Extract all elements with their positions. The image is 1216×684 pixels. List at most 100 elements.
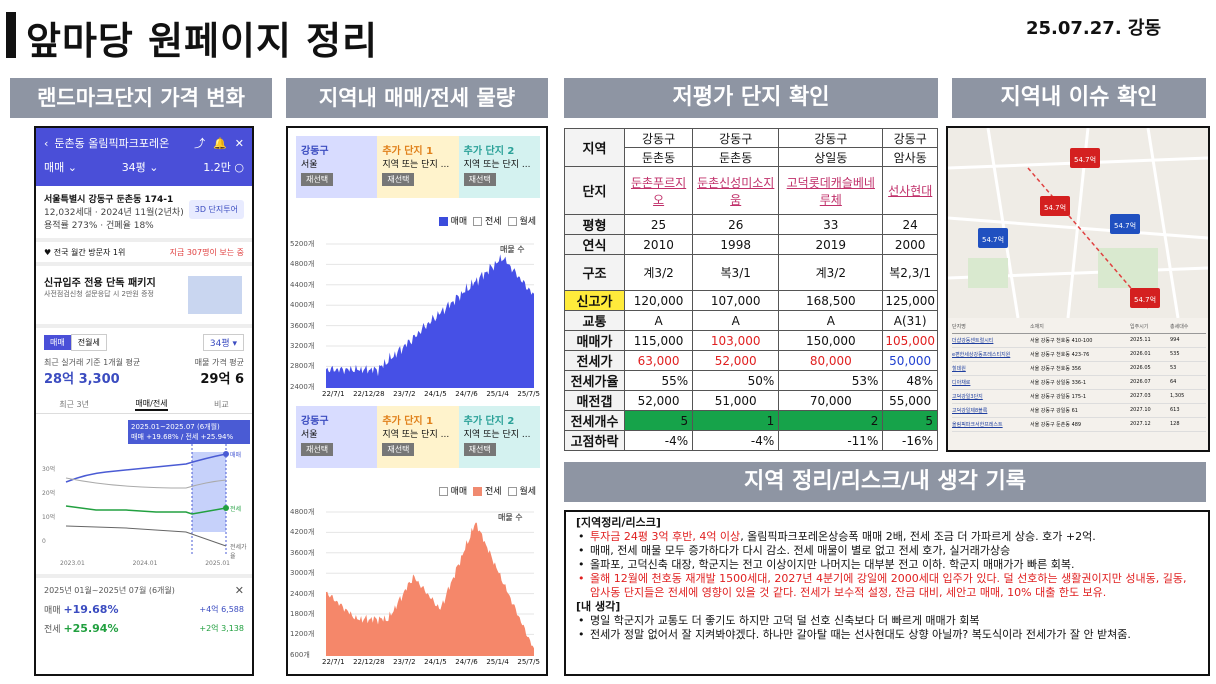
cell: 33 [778,214,884,235]
supply-row[interactable]: e편한세상강동프레스티지원 서울 강동구 천호동 423-76 2026.01 535 [952,348,1206,362]
note-item: 전세가 정말 없어서 잘 지켜봐야겠다. 하나만 갈아탈 때는 선사현대도 상향… [576,628,1198,642]
supply-row[interactable]: 더샵강동센트럴시티 서울 강동구 천호동 410-100 2025.11 994 [952,334,1206,348]
rank-label: ♥ 전국 월간 방문자 1위 [44,247,126,257]
complex-link[interactable]: 둔촌신성미소지움 [692,166,780,215]
svg-text:54.7억: 54.7억 [1114,222,1136,230]
row-label: 전세가율 [564,370,625,391]
lowprice-table: 지역 강동구 강동구 강동구 강동구 둔촌동 둔촌동 상일동 암사동 단지 둔촌… [564,128,938,451]
note-item: 명일 학군지가 교통도 더 좋기도 하지만 고덕 덜 선호 신축보다 더 빠르게… [576,614,1198,628]
summary-close-icon[interactable]: ✕ [234,584,244,597]
legend-1: 매매 전세 월세 [438,214,536,227]
region-col-3: 추가 단지 2 지역 또는 단지 ... 재선택 [458,406,540,468]
app-header: ‹ 둔촌동 올림픽파크포레온 ⤴ 🔔 ✕ 매매 ⌄ 34평 ⌄ 1.2만 ○ [36,128,252,186]
region-selector-1: 강동구 서울 재선택 추가 단지 1 지역 또는 단지 ... 재선택 추가 단… [296,136,540,198]
row-label: 교통 [564,310,625,331]
period-tab-compare-type[interactable]: 매매/전세 [135,398,168,411]
ask-value: 29억 6 [200,372,244,387]
complex-link[interactable]: 둔촌푸르지오 [623,166,694,215]
recent-label: 최근 실거래 기준 1개월 평균 [44,358,141,367]
cell: -4% [623,430,694,451]
notes-panel: [지역정리/리스크] 투자금 24평 3억 후반, 4억 이상, 올림픽파크포레… [564,510,1210,676]
ad-image [188,276,242,314]
chart2-y-axis: 4800개 4200개 3600개 3000개 2400개 1800개 1200개 600개 [290,508,315,659]
cell: 강동구 [692,128,780,148]
period-tab-3y[interactable]: 최근 3년 [59,400,89,409]
map-view[interactable]: 54.7억 54.7억 54.7억 54.7억 54.7억 [948,128,1208,318]
complex-link[interactable]: 선사현대 [882,166,938,215]
tab-rent[interactable]: 전월세 [70,334,107,351]
row-label: 고점하락 [564,430,625,451]
cell: 상일동 [778,147,884,167]
filter-size[interactable]: 34평 ⌄ [121,161,159,174]
region-col-2: 추가 단지 1 지역 또는 단지 ... 재선택 [377,136,459,198]
cell: 120,000 [623,290,694,311]
share-icon[interactable]: ⤴ [194,137,206,150]
map-pin: 54.7억 [1110,214,1140,234]
jeonse-line [65,505,227,515]
cell: 2019 [778,234,884,255]
filter-type[interactable]: 매매 ⌄ [44,161,77,174]
reselect-button[interactable]: 재선택 [301,443,334,456]
sale-line [65,453,227,483]
map-pin: 54.7억 [1070,148,1100,168]
size-select[interactable]: 34평 ▾ [202,334,244,351]
close-icon[interactable]: ✕ [234,136,244,150]
viewers-label: 지금 307명이 보는 중 [169,247,244,257]
row-label: 전세가 [564,350,625,371]
reselect-button[interactable]: 재선택 [463,173,496,186]
row-label: 단지 [564,166,625,215]
tour-3d-button[interactable]: 3D 단지투어 [188,200,244,219]
cell: 52,000 [623,390,694,411]
highlight-range [192,452,226,532]
section-landmark-header: 랜드마크단지 가격 변화 [10,78,272,118]
row-label: 매전갭 [564,390,625,411]
legend-2: 매매 전세 월세 [438,484,536,497]
bell-icon[interactable]: 🔔 [213,136,227,150]
cell: 2 [778,410,884,431]
cell: 강동구 [778,128,884,148]
cell: 125,000 [882,290,938,311]
cell: 55% [623,370,694,391]
row-label: 매매가 [564,330,625,351]
supply-row[interactable]: 올림픽파크서한프레스트 서울 강동구 둔촌동 489 2027.12 128 [952,418,1206,432]
chart2-series-label: 매물 수 [498,513,523,522]
cell: 둔촌동 [623,147,694,167]
summary-title: 2025년 01월~2025년 07월 (6개월) [44,586,175,595]
cell: 103,000 [692,330,780,351]
reselect-button[interactable]: 재선택 [382,173,415,186]
summary-jeonse-amount: +2억 3,138 [199,624,244,633]
note-item: 투자금 24평 3억 후반, 4억 이상, 올림픽파크포레온상승폭 매매 2배,… [576,530,1198,544]
cell: -16% [882,430,938,451]
cell: 50% [692,370,780,391]
complex-link[interactable]: 고덕롯데캐슬베네루체 [778,166,884,215]
legend-ratio: 전세가율 [230,544,247,560]
reselect-button[interactable]: 재선택 [463,443,496,456]
supply-row[interactable]: 고덕강일제8블록 서울 강동구 강일동 61 2027.10 613 [952,404,1206,418]
period-tab-compare[interactable]: 비교 [214,400,229,409]
notes-heading-region: [지역정리/리스크] [576,516,661,529]
supply-row[interactable]: 디아채로 서울 강동구 상일동 336-1 2026.07 64 [952,376,1206,390]
tab-sale[interactable]: 매매 [44,335,71,350]
supply-row[interactable]: 힐데원 서울 강동구 천호동 356 2026.05 53 [952,362,1206,376]
region-col-2: 추가 단지 1 지역 또는 단지 ... 재선택 [377,406,459,468]
title-accent-bar [6,12,16,58]
legend-sale: 매매 [230,452,242,459]
x-axis: 2023.01 2024.01 2025.01 [60,560,230,567]
section-volume-header: 지역내 매매/전세 물량 [286,78,548,118]
page-date: 25.07.27. 강동 [1026,18,1162,39]
sale-volume-chart [326,243,534,388]
back-icon[interactable]: ‹ [44,136,49,150]
ad-subtitle: 사전점검신청 설문응답 시 2만원 증정 [44,290,154,298]
ad-banner[interactable]: 신규입주 전용 단독 패키지 사전점검신청 설문응답 시 2만원 증정 [36,262,252,324]
chart-tooltip: 2025.01~2025.07 (6개월) 매매 +19.68% / 전세 +25… [128,420,250,444]
row-label: 신고가 [564,290,625,311]
reselect-button[interactable]: 재선택 [382,443,415,456]
cell: 1 [692,410,780,431]
filter-count[interactable]: 1.2만 ○ [203,161,244,174]
row-label: 연식 [564,234,625,255]
reselect-button[interactable]: 재선택 [301,173,334,186]
row-label: 구조 [564,254,625,291]
ask-label: 매물 가격 평균 [194,358,244,367]
supply-row[interactable]: 고덕강일3단지 서울 강동구 강일동 175-1 2027.03 1,305 [952,390,1206,404]
cell: 24 [882,214,938,235]
